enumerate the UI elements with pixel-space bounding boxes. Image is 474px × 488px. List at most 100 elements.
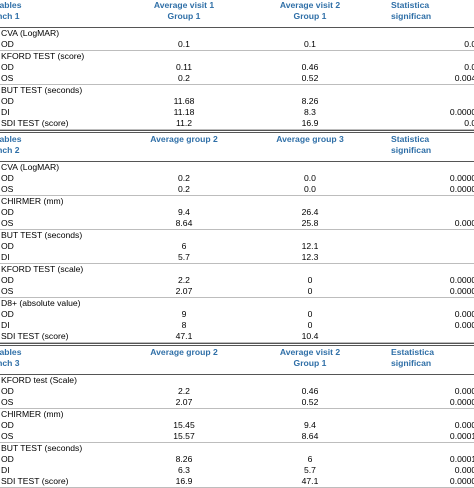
table-cell: 2.2 [178,275,190,285]
table-cell: 0.00001 [449,397,474,407]
table-cell: OS [1,431,14,441]
table-cell: 0.05 [464,39,474,49]
table-row: OS 15.57 8.64 0.00015 [0,431,474,442]
group-label: CVA (LogMAR) [1,28,60,38]
group-label-row: KFORD test (Scale) [0,375,474,386]
table-cell: 9 [181,309,187,319]
table-cell: 0 [307,320,313,330]
table-section: ariables ranch 2 Average group 2 Average g… [0,133,474,346]
header-cell: Average group 2 [150,347,218,357]
table-cell: 0.00001 [449,184,474,194]
table-cell: 0.00015 [449,431,474,441]
group-label-row: D8+ (absolute value) [0,298,474,309]
table-cell: 12.3 [301,252,319,262]
table-row: DI 11.18 8.3 0.00003 [0,107,474,118]
table-cell: 0.11 [175,62,193,72]
table-cell: OS [1,218,14,228]
table-cell: OS [1,73,14,83]
group-label: BUT TEST (seconds) [1,85,83,95]
table-cell: 0 [391,207,474,218]
group-label-row: BUT TEST (seconds) [0,443,474,454]
header-cell: Average visit 2 Group 1 [279,0,341,21]
table-cell: 0 [307,309,313,319]
section-header: ariables ranch 2 Average group 2 Average g… [0,133,474,161]
table-cell: 8.26 [175,454,193,464]
table-cell: 0.0001 [454,420,474,430]
header-cell: ariables ranch 1 [0,0,22,21]
table-cell: 0 [391,331,474,342]
table-cell: 25.8 [301,218,319,228]
table-cell: 0.2 [178,73,190,83]
table-cell: 0.00019 [449,454,474,464]
table-cell: 9.4 [178,207,190,217]
table-cell: 0 [391,96,474,107]
table-cell: DI [1,465,10,475]
table-cell: 0.0 [304,173,316,183]
row-divider [0,195,474,196]
group-label: CHIRMER (mm) [1,409,64,419]
table-cell: 6.3 [178,465,190,475]
header-divider [0,161,474,162]
table-cell: OS [1,397,14,407]
table-cell: 10.4 [301,331,319,341]
table-cell: 12.1 [301,241,319,251]
table-row: OD 2.2 0.46 0.0004 [0,386,474,397]
table-cell: 26.4 [301,207,319,217]
table-cell: 0.2 [178,184,190,194]
table-cell: 8.64 [175,218,193,228]
table-cell: 0.0 [304,184,316,194]
table-cell: 0.1 [304,39,316,49]
row-divider [0,442,474,443]
table-row: OD 2.2 0 0.00001 [0,275,474,286]
header-cell: Statistica significan [391,134,432,155]
group-label: BUT TEST (seconds) [1,443,83,453]
table-cell: 8 [181,320,187,330]
table-cell: SDI TEST (score) [1,476,69,486]
table-cell: 0 [391,241,474,252]
table-row: OS 0.2 0.52 0.0049 [0,73,474,84]
table-cell: OD [1,275,14,285]
table-cell: 2.07 [175,397,193,407]
group-label-row: KFORD TEST (scale) [0,264,474,275]
table-cell: OD [1,386,14,396]
table-cell: 8.64 [301,431,319,441]
table-cell: DI [1,252,10,262]
header-cell: Average visit 2 Group 1 [279,347,341,368]
table-cell: 8.3 [304,107,316,117]
table-cell: 0.0001 [454,465,474,475]
table-section: ariables ranch 1 Average visit 1 Group 1 A… [0,0,474,133]
table-row: OS 2.07 0 0.00001 [0,286,474,297]
table-cell: 0.1 [178,39,190,49]
group-label-row: KFORD TEST (score) [0,51,474,62]
table-row: DI 6.3 5.7 0.0001 [0,465,474,476]
section-header: ariables ranch 3 Average group 2 Average v… [0,346,474,374]
table-cell: 0.0004 [454,386,474,396]
header-cell: ariables ranch 3 [0,347,22,368]
table-row: OS 2.07 0.52 0.00001 [0,397,474,408]
table-row: SDI TEST (score) 47.1 10.4 0 [0,331,474,342]
table-cell: 0.00001 [449,275,474,285]
table-cell: 11.2 [175,118,193,128]
row-divider [0,408,474,409]
table-cell: 0.2 [178,173,190,183]
table-cell: 0.52 [301,73,319,83]
table-cell: 11.18 [173,107,195,117]
row-divider [0,84,474,85]
group-label: CHIRMER (mm) [1,196,64,206]
table-cell: OD [1,39,14,49]
table-row: OS 0.2 0.0 0.00001 [0,184,474,195]
header-cell: Average group 2 [150,134,218,144]
row-divider [0,50,474,51]
row-divider [0,342,474,343]
table-cell: 0.00001 [449,286,474,296]
header-cell: Average group 3 [276,134,344,144]
group-label-row: CVA (LogMAR) [0,28,474,39]
table-cell: OS [1,184,14,194]
table-cell: 11.68 [173,96,195,106]
group-label: CVA (LogMAR) [1,162,60,172]
table-cell: 15.45 [173,420,195,430]
table-cell: 0.0005 [454,320,474,330]
table-cell: 0.46 [301,386,319,396]
table-cell: 5.7 [178,252,190,262]
header-cell: Average visit 1 Group 1 [153,0,215,21]
